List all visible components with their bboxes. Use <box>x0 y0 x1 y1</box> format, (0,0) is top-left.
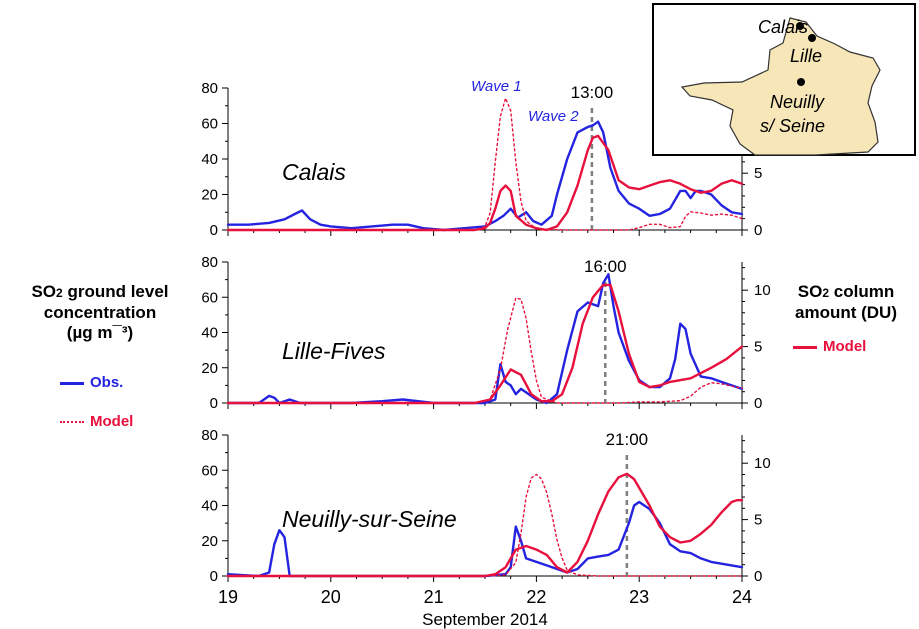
right-tick-label: 0 <box>754 222 762 239</box>
left-tick-label: 60 <box>201 289 218 306</box>
left-tick-label: 20 <box>201 533 218 550</box>
legend-obs-swatch <box>60 381 84 385</box>
map-city-neuilly: Neuilly <box>770 92 825 112</box>
time-marker-label: 16:00 <box>584 257 627 276</box>
legend-model-dotted-label: Model <box>90 413 134 430</box>
left-axis-line3: (µg m¯³) <box>66 323 134 342</box>
calais-dot <box>796 22 804 30</box>
left-tick-label: 60 <box>201 116 218 133</box>
x-tick-label: 22 <box>526 587 546 607</box>
right-tick-label: 0 <box>754 395 762 412</box>
right-tick-label: 0 <box>754 568 762 585</box>
legend-obs-label: Obs. <box>90 374 124 391</box>
left-tick-label: 80 <box>201 427 218 444</box>
right-tick-label: 5 <box>754 165 762 182</box>
time-marker-label: 21:00 <box>606 430 649 449</box>
right-tick-label: 10 <box>754 282 771 299</box>
obs-series-line <box>226 120 744 232</box>
time-marker-label: 13:00 <box>571 83 614 102</box>
x-tick-label: 23 <box>629 587 649 607</box>
model-column-series-line <box>227 97 743 231</box>
x-tick-label: 21 <box>424 587 444 607</box>
model-ground-series-line <box>226 472 744 578</box>
left-axis-so: SO <box>31 282 57 301</box>
x-axis-title: September 2014 <box>422 610 548 629</box>
legend-left-model: Model <box>60 413 133 430</box>
left-tick-label: 0 <box>210 222 218 239</box>
model-column-series-line <box>227 297 743 404</box>
left-tick-label: 80 <box>201 254 218 271</box>
france-map-shape <box>680 17 881 156</box>
station-title: Lille-Fives <box>282 338 386 364</box>
inset-map: Calais Lille Neuilly s/ Seine <box>652 3 916 156</box>
map-city-calais: Calais <box>758 17 808 37</box>
station-title: Neuilly-sur-Seine <box>282 506 457 532</box>
left-tick-label: 80 <box>201 80 218 97</box>
x-tick-label: 19 <box>218 587 238 607</box>
right-tick-label: 10 <box>754 455 771 472</box>
left-tick-label: 0 <box>210 395 218 412</box>
panel-2: 0 20 40 60 80 0 5 10 21:00 Neuilly-sur-Seine <box>201 427 770 585</box>
left-tick-label: 40 <box>201 325 218 342</box>
x-tick-label: 20 <box>321 587 341 607</box>
right-axis-column: column <box>829 282 895 301</box>
left-tick-label: 20 <box>201 187 218 204</box>
panel-1: 0 20 40 60 80 0 5 10 16:00 Lille-Fives <box>201 254 770 412</box>
map-city-seine: s/ Seine <box>760 116 825 136</box>
left-axis-ground-level: ground level <box>62 282 169 301</box>
lille-dot <box>808 34 816 42</box>
right-axis-subscript: 2 <box>822 286 830 300</box>
neuilly-dot <box>797 78 805 86</box>
wave2-label: Wave 2 <box>528 108 579 125</box>
legend-left-obs: Obs. <box>60 374 123 391</box>
right-axis-so: SO <box>797 282 823 301</box>
left-axis-line2: concentration <box>43 303 157 322</box>
legend-model-solid-label: Model <box>823 338 867 355</box>
map-city-lille: Lille <box>790 46 822 66</box>
left-axis-label: SO2 ground level concentration (µg m¯³) <box>0 282 200 343</box>
left-tick-label: 60 <box>201 462 218 479</box>
legend-right-model: Model <box>793 338 866 355</box>
wave1-label: Wave 1 <box>471 78 522 95</box>
legend-model-dotted-swatch <box>60 421 84 424</box>
left-tick-label: 0 <box>210 568 218 585</box>
panel-0: 0 20 40 60 80 0 5 13:00 Calais <box>201 80 762 239</box>
right-tick-label: 5 <box>754 512 762 529</box>
left-tick-label: 20 <box>201 360 218 377</box>
right-tick-label: 5 <box>754 339 762 356</box>
legend-model-solid-swatch <box>793 345 817 349</box>
left-tick-label: 40 <box>201 151 218 168</box>
model-ground-series-line <box>226 134 744 232</box>
x-tick-label: 24 <box>732 587 752 607</box>
left-axis-subscript: 2 <box>56 286 63 300</box>
right-axis-label: SO2 column amount (DU) <box>781 282 911 323</box>
left-tick-label: 40 <box>201 498 218 515</box>
right-axis-line2: amount (DU) <box>795 303 897 322</box>
model-ground-series-line <box>226 283 744 405</box>
station-title: Calais <box>282 159 346 185</box>
